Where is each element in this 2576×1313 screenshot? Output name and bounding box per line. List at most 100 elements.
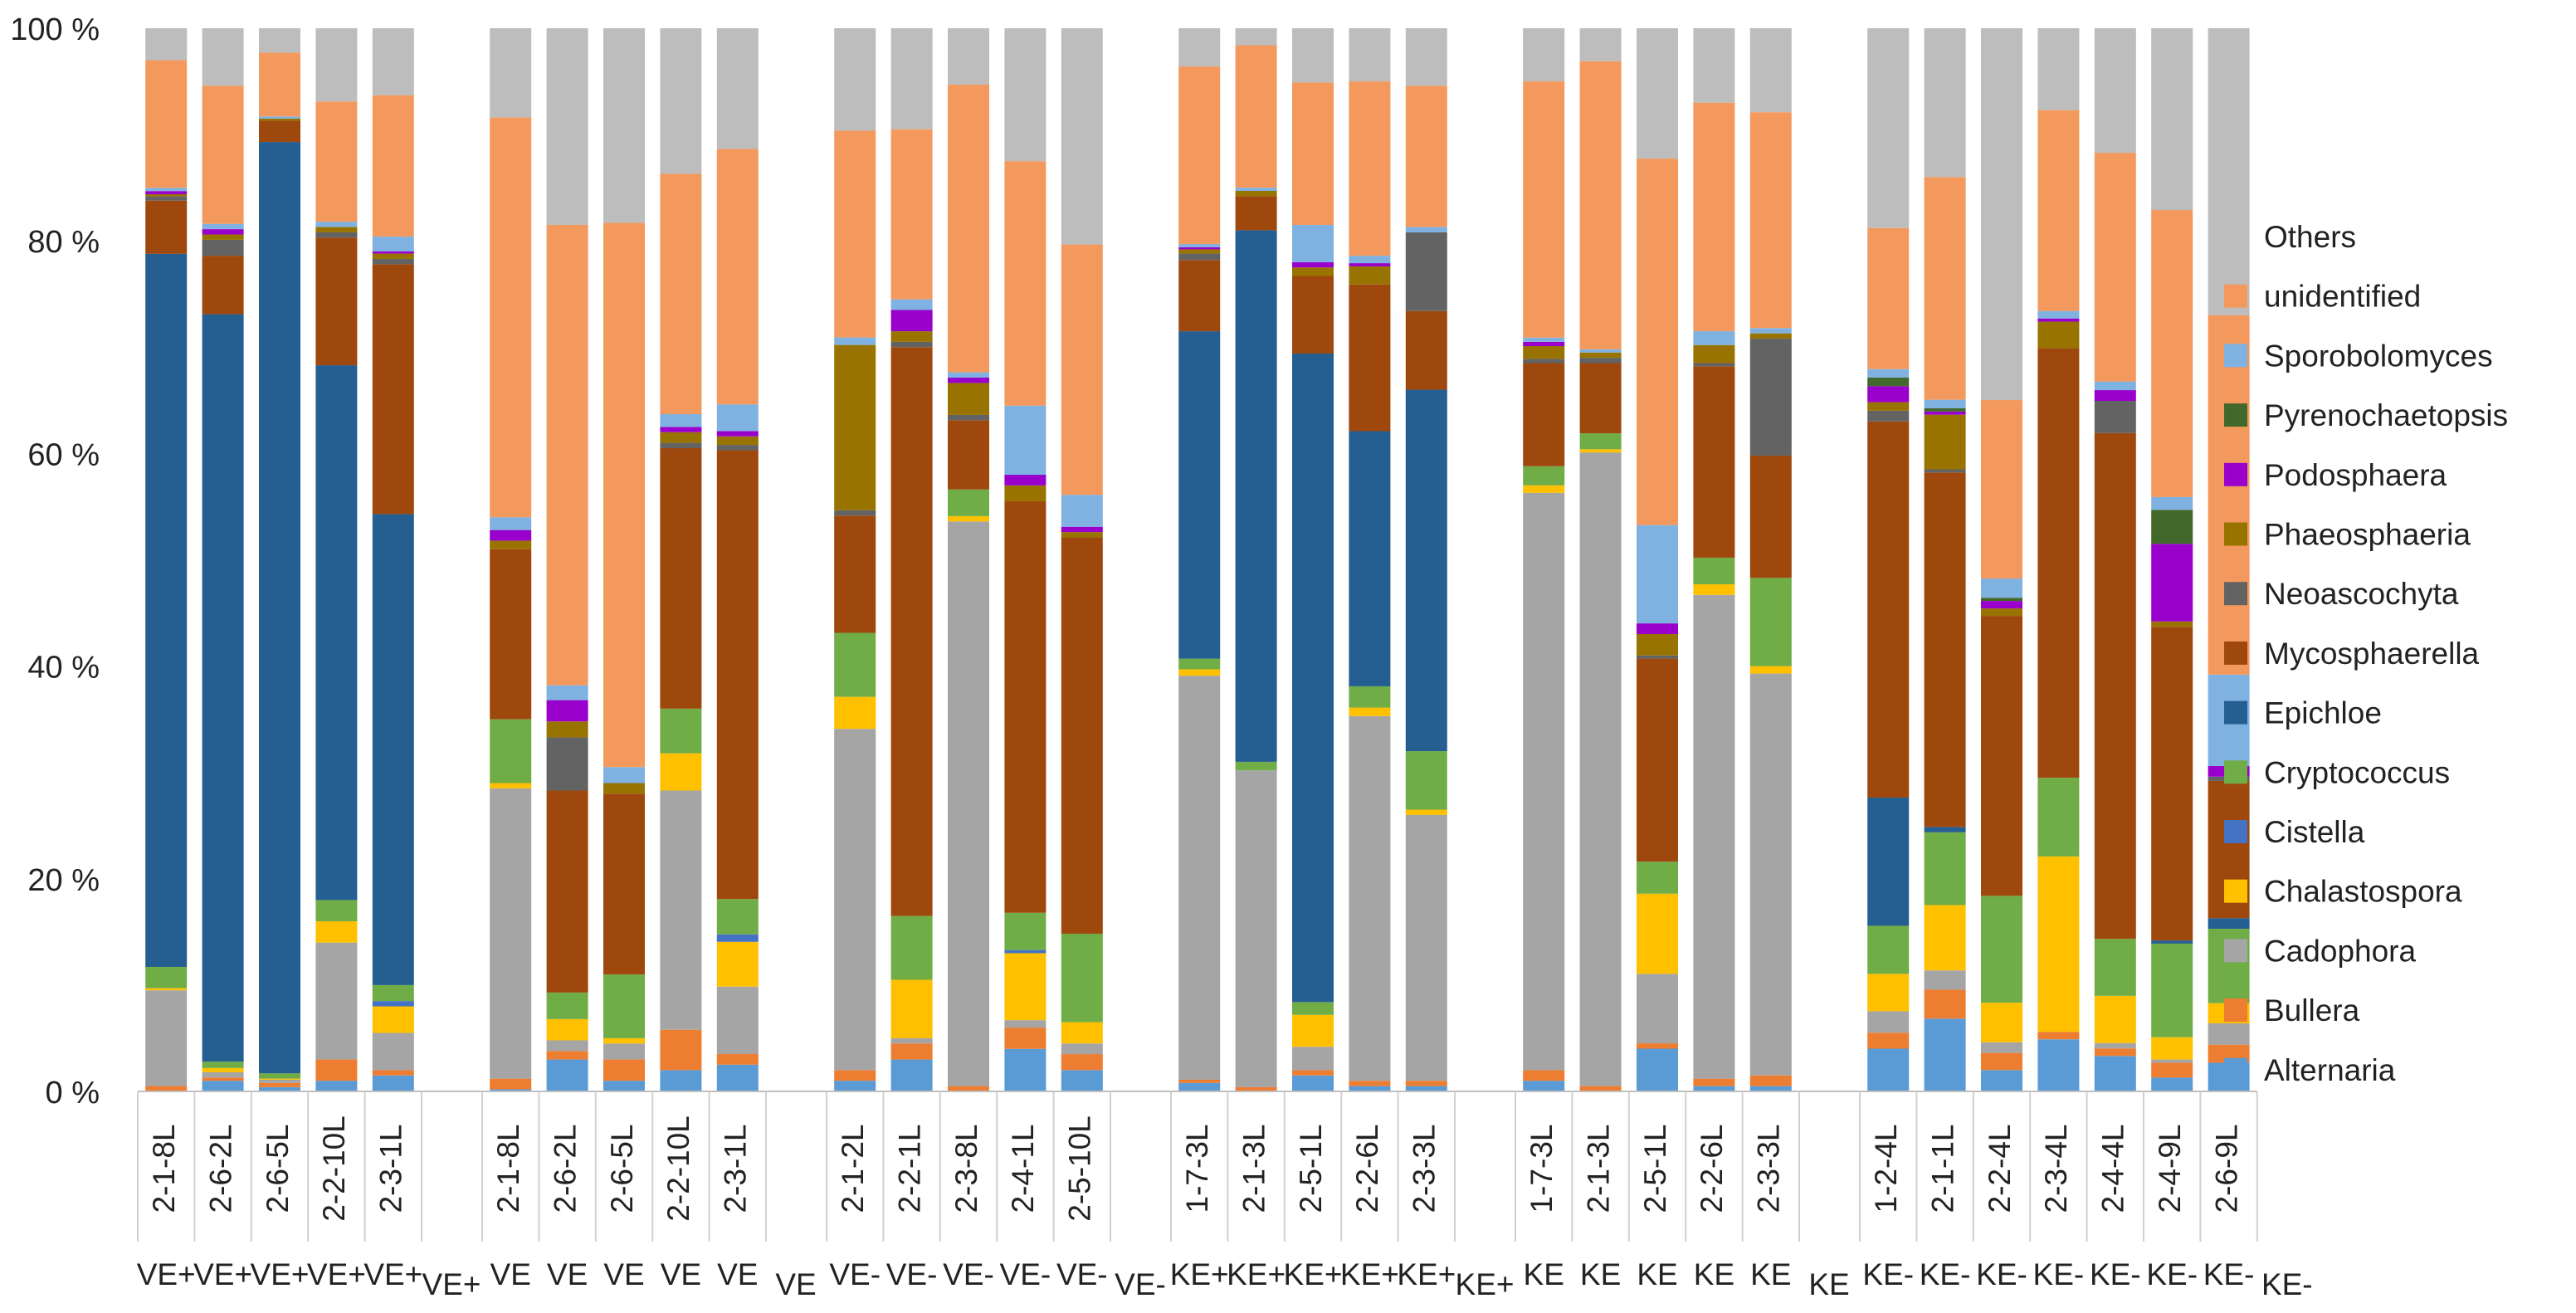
bar-segment-bullera [1349, 1081, 1391, 1086]
bar-segment-chalastospora [546, 1018, 588, 1041]
bar-segment-chalastospora [145, 988, 188, 991]
bar-segment-bullera [1693, 1078, 1735, 1086]
x-tick-label: 2-3-3L [1408, 1125, 1442, 1213]
bar-segment-cadophora [1924, 970, 1966, 990]
bar-segment-mycosphaerella [2094, 432, 2136, 940]
bar-segment-epichloe [259, 142, 300, 1074]
bar-segment-phaeosphaeria [1867, 402, 1910, 411]
bar-segment-phaeosphaeria [1178, 249, 1221, 254]
bar-segment-phaeosphaeria [1292, 267, 1334, 276]
bar-segment-alternaria [1981, 1070, 2022, 1091]
bar-stack [1637, 28, 1678, 1091]
bar-segment-cryptococcus [1004, 912, 1046, 950]
bar-segment-cistella [716, 934, 759, 942]
bar-segment-podosphaera [1523, 341, 1565, 347]
bar-segment-cadophora [1749, 673, 1792, 1076]
legend-swatch [2224, 284, 2247, 308]
bar-segment-sporobolomyces [1867, 369, 1910, 378]
bar-stack [2151, 28, 2193, 1091]
legend-label: Others [2264, 220, 2356, 254]
bar-segment-phaeosphaeria [2151, 621, 2193, 627]
bar-segment-mycosphaerella [890, 347, 933, 916]
bar-segment-others [315, 28, 358, 102]
bar-segment-cryptococcus [948, 489, 989, 516]
group-label-summary: KE- [2261, 1267, 2313, 1301]
bar-segment-unidentified [1579, 61, 1622, 349]
x-tick-label: 2-2-4L [1983, 1125, 2017, 1213]
bar-segment-neoascochyta [1637, 655, 1678, 659]
bar-segment-others [1349, 28, 1391, 82]
group-label: KE+ [1284, 1257, 1343, 1291]
bar-stack [259, 28, 300, 1091]
bar-segment-mycosphaerella [1235, 196, 1277, 231]
bar-segment-cryptococcus [1178, 658, 1221, 670]
bar-segment-chalastospora [315, 921, 358, 943]
bar-segment-bullera [1061, 1054, 1103, 1071]
bar-segment-bullera [202, 1077, 244, 1081]
bar-segment-unidentified [1292, 82, 1334, 225]
bar-segment-cadophora [372, 1032, 414, 1071]
bar-stack [1523, 28, 1565, 1091]
bar-segment-others [546, 28, 588, 225]
x-tick-label: 2-5-1L [1638, 1125, 1672, 1213]
bar-segment-epichloe [1924, 827, 1966, 832]
bar-segment-podosphaera [202, 229, 244, 235]
bar-segment-neoascochyta [1693, 363, 1735, 367]
legend-swatch [2224, 582, 2247, 606]
bar-stack [716, 28, 759, 1091]
bar-segment-bullera [948, 1086, 989, 1091]
bar-segment-bullera [890, 1043, 933, 1060]
bar-segment-sporobolomyces [546, 685, 588, 700]
bar-segment-cadophora [660, 790, 702, 1030]
legend-swatch [2224, 344, 2247, 368]
bar-segment-cryptococcus [1693, 557, 1735, 584]
bar-segment-neoascochyta [1405, 232, 1447, 311]
bar-segment-phaeosphaeria [890, 331, 933, 342]
bar-segment-sporobolomyces [1178, 244, 1221, 247]
legend-swatch [2224, 522, 2247, 546]
bar-segment-sporobolomyces [372, 237, 414, 252]
bar-segment-alternaria [1924, 1018, 1966, 1091]
bar-segment-bullera [1924, 989, 1966, 1019]
bar-segment-cryptococcus [1405, 751, 1447, 810]
bar-segment-cryptococcus [1349, 686, 1391, 708]
bar-stack [948, 28, 989, 1091]
group-label: KE- [1862, 1257, 1914, 1291]
bar-segment-cryptococcus [259, 1073, 300, 1079]
bar-stack [202, 28, 244, 1091]
bar-segment-chalastospora [1292, 1014, 1334, 1047]
bar-segment-mycosphaerella [1924, 472, 1966, 827]
bar-segment-bullera [1981, 1052, 2022, 1071]
bar-segment-others [716, 28, 759, 149]
bar-segment-alternaria [1523, 1081, 1565, 1091]
bar-segment-mycosphaerella [1693, 366, 1735, 558]
legend-label: Chalastospora [2264, 875, 2462, 909]
bar-stack [1693, 28, 1735, 1091]
bar-segment-podosphaera [1349, 263, 1391, 266]
legend-label: Bullera [2264, 993, 2360, 1027]
x-tick-label: 2-1-3L [1581, 1125, 1615, 1213]
bar-segment-epichloe [1867, 797, 1910, 926]
bar-segment-cadophora [716, 986, 759, 1054]
bar-segment-chalastospora [1004, 953, 1046, 1021]
bar-segment-neoascochyta [1924, 469, 1966, 473]
bar-segment-phaeosphaeria [1693, 344, 1735, 364]
legend-label: Podosphaera [2264, 458, 2447, 492]
x-tick-label: 2-5-10L [1063, 1115, 1097, 1222]
bar-segment-mycosphaerella [372, 264, 414, 515]
bar-segment-podosphaera [948, 378, 989, 383]
bar-segment-chalastospora [1693, 583, 1735, 595]
bar-segment-chalastospora [948, 515, 989, 522]
bar-segment-others [259, 28, 300, 53]
group-label: VE [717, 1257, 758, 1291]
bar-segment-cadophora [1004, 1020, 1046, 1028]
bar-segment-cadophora [948, 521, 989, 1086]
bar-segment-cadophora [1637, 974, 1678, 1044]
x-tick-label: 2-1-8L [147, 1125, 181, 1213]
bar-stack [660, 28, 702, 1091]
bar-segment-mycosphaerella [490, 549, 532, 720]
bar-segment-cryptococcus [1292, 1002, 1334, 1015]
bar-segment-sporobolomyces [1749, 328, 1792, 334]
